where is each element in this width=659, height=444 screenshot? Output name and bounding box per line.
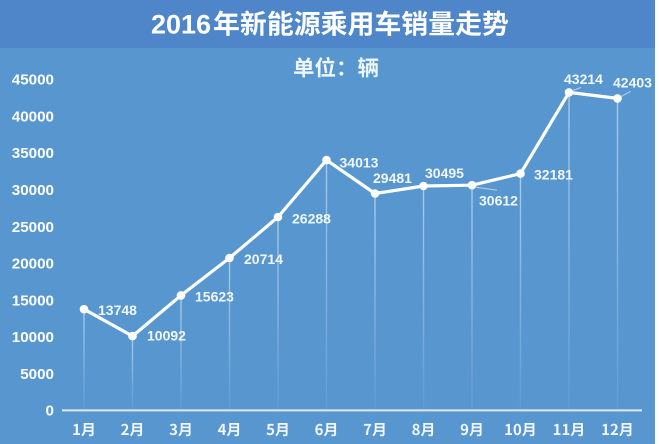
svg-text:32181: 32181 [534, 167, 573, 183]
svg-text:5000: 5000 [20, 366, 54, 383]
svg-text:20714: 20714 [244, 251, 283, 267]
svg-text:13748: 13748 [98, 302, 137, 318]
svg-text:30000: 30000 [12, 182, 54, 199]
svg-text:10000: 10000 [12, 329, 54, 346]
svg-text:42403: 42403 [613, 75, 652, 91]
svg-text:40000: 40000 [12, 108, 54, 125]
svg-text:15000: 15000 [12, 292, 54, 309]
svg-text:15623: 15623 [195, 289, 234, 305]
svg-text:0: 0 [46, 403, 54, 420]
svg-text:43214: 43214 [564, 71, 603, 87]
svg-text:35000: 35000 [12, 145, 54, 162]
svg-text:10092: 10092 [147, 328, 186, 344]
svg-text:29481: 29481 [373, 170, 412, 186]
svg-text:34013: 34013 [340, 155, 379, 171]
svg-text:26288: 26288 [292, 211, 331, 227]
svg-text:2016: 2016 [151, 10, 211, 40]
svg-text:20000: 20000 [12, 256, 54, 273]
svg-text:25000: 25000 [12, 219, 54, 236]
svg-text:30612: 30612 [479, 193, 518, 209]
svg-text:30495: 30495 [425, 165, 464, 181]
svg-text:45000: 45000 [12, 72, 54, 89]
